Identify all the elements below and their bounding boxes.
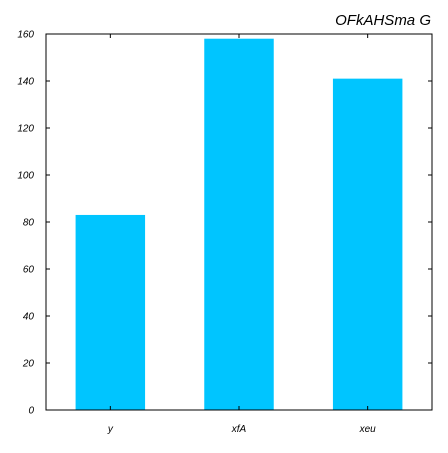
- y-tick-label: 20: [22, 359, 35, 370]
- y-tick-label: 120: [17, 124, 34, 135]
- y-tick-label: 80: [23, 218, 35, 229]
- x-tick-label: xeu: [359, 424, 377, 435]
- y-tick-label: 40: [23, 312, 35, 323]
- y-tick-label: 140: [17, 77, 34, 88]
- bars-layer: [75, 38, 403, 411]
- bar-xeu: [332, 78, 403, 411]
- y-tick-label: 160: [17, 30, 34, 41]
- labels-layer: y xfA xeu 0 20 40 60 80 100 120 140 160: [17, 30, 376, 436]
- bar-y: [75, 214, 146, 410]
- y-tick-label: 0: [28, 406, 34, 417]
- chart-title: OFkAHSma G: [335, 12, 431, 29]
- y-tick-label: 60: [23, 265, 35, 276]
- x-tick-label: y: [107, 424, 114, 435]
- y-tick-label: 100: [17, 171, 34, 182]
- x-tick-label: xfA: [231, 424, 247, 435]
- ticks-layer: [46, 33, 432, 411]
- bar-xfA: [204, 38, 274, 410]
